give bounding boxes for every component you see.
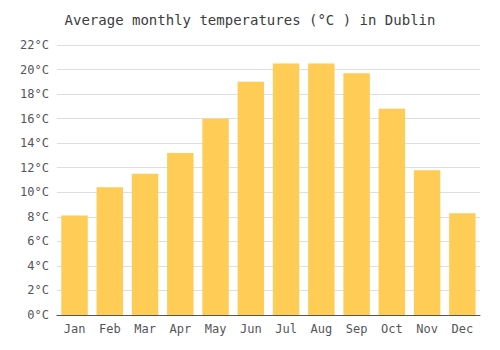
svg-text:14°C: 14°C (20, 136, 49, 150)
svg-text:8°C: 8°C (27, 210, 49, 224)
svg-text:Dec: Dec (452, 322, 474, 336)
svg-text:Mar: Mar (134, 322, 156, 336)
svg-text:Sep: Sep (346, 322, 368, 336)
svg-text:10°C: 10°C (20, 185, 49, 199)
svg-text:16°C: 16°C (20, 112, 49, 126)
svg-text:Feb: Feb (99, 322, 121, 336)
svg-text:Jun: Jun (240, 322, 262, 336)
svg-text:Apr: Apr (169, 322, 191, 336)
svg-text:May: May (205, 322, 227, 336)
svg-text:Aug: Aug (310, 322, 332, 336)
svg-text:Average monthly temperatures (: Average monthly temperatures (°C ) in Du… (65, 12, 436, 28)
svg-text:Jul: Jul (275, 322, 297, 336)
svg-text:6°C: 6°C (27, 234, 49, 248)
svg-text:22°C: 22°C (20, 38, 49, 52)
svg-text:2°C: 2°C (27, 283, 49, 297)
svg-text:4°C: 4°C (27, 259, 49, 273)
svg-text:Oct: Oct (381, 322, 403, 336)
svg-text:0°C: 0°C (27, 308, 49, 322)
svg-text:Jan: Jan (64, 322, 86, 336)
svg-text:Nov: Nov (416, 322, 438, 336)
svg-text:20°C: 20°C (20, 63, 49, 77)
svg-text:18°C: 18°C (20, 87, 49, 101)
svg-text:12°C: 12°C (20, 161, 49, 175)
